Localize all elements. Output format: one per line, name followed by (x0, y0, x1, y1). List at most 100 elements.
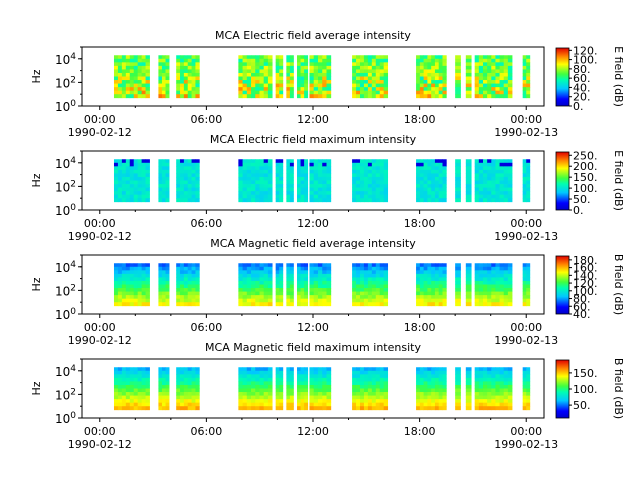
spectrogram-cell (286, 295, 291, 300)
spectrogram-cell (431, 388, 436, 393)
spectrogram-cell (275, 176, 280, 181)
spectrogram-cell (267, 374, 273, 379)
spectrogram-cell (187, 198, 192, 203)
spectrogram-cell (251, 381, 256, 386)
spectrogram-cell (495, 83, 500, 88)
spectrogram-cell (352, 176, 357, 181)
spectrogram-cell (297, 395, 301, 400)
spectrogram-cell (304, 384, 309, 389)
spectrogram-cell (359, 173, 365, 178)
spectrogram-cell (279, 166, 284, 171)
spectrogram-cell (379, 69, 385, 74)
spectrogram-cell (279, 180, 284, 185)
spectrogram-cell (129, 280, 135, 285)
spectrogram-cell (195, 55, 200, 60)
spectrogram-cell (165, 402, 170, 407)
spectrogram-cell (161, 69, 166, 74)
spectrogram-cell (304, 302, 309, 307)
spectrogram-cell (251, 395, 256, 400)
spectrogram-cell (238, 194, 243, 199)
spectrogram-cell (145, 80, 150, 84)
spectrogram-cell (416, 72, 421, 77)
y-tick-base: 10 (55, 204, 70, 218)
spectrogram-cell (487, 406, 492, 411)
spectrogram-cell (297, 399, 301, 404)
spectrogram-cell (275, 402, 280, 407)
spectrogram-cell (191, 266, 196, 271)
spectrogram-cell (121, 298, 127, 303)
spectrogram-cell (322, 381, 327, 386)
spectrogram-cell (526, 302, 531, 307)
spectrogram-cell (478, 169, 484, 174)
spectrogram-cell (482, 273, 488, 278)
spectrogram-cell (352, 392, 357, 396)
spectrogram-cell (251, 263, 256, 268)
spectrogram-cell (275, 69, 280, 74)
spectrogram-cell (317, 69, 323, 74)
spectrogram-cell (304, 370, 309, 375)
spectrogram-cell (309, 69, 315, 74)
spectrogram-cell (442, 55, 447, 60)
spectrogram-cell (371, 173, 377, 178)
spectrogram-cell (416, 377, 421, 382)
spectrogram-cell (487, 273, 492, 278)
spectrogram-cell (137, 90, 143, 95)
spectrogram-cell (251, 55, 256, 60)
spectrogram-cell (279, 94, 284, 99)
spectrogram-cell (267, 266, 273, 271)
spectrogram-cell (195, 191, 200, 196)
spectrogram-cell (363, 295, 369, 300)
spectrogram-cell (121, 76, 127, 81)
spectrogram-cell (304, 65, 309, 70)
spectrogram-cell (491, 58, 496, 63)
spectrogram-cell (176, 184, 181, 188)
spectrogram-cell (125, 65, 131, 70)
spectrogram-cell (187, 399, 192, 404)
spectrogram-cell (161, 302, 166, 307)
spectrogram-cell (379, 295, 385, 300)
spectrogram-cell (259, 159, 265, 164)
spectrogram-cell (367, 266, 373, 271)
spectrogram-cell (326, 80, 332, 84)
spectrogram-cell (507, 80, 513, 84)
spectrogram-cell (309, 162, 315, 167)
spectrogram-cell (286, 288, 291, 292)
spectrogram-cell (499, 76, 505, 81)
spectrogram-cell (137, 374, 143, 379)
spectrogram-cell (187, 65, 192, 70)
spectrogram-cell (137, 83, 143, 88)
spectrogram-cell (371, 180, 377, 185)
spectrogram-cell (304, 367, 309, 372)
spectrogram-cell (309, 298, 315, 303)
spectrogram-cell (379, 270, 385, 275)
spectrogram-cell (503, 295, 509, 300)
spectrogram-cell (313, 406, 319, 411)
spectrogram-cell (113, 166, 119, 171)
panel-4: MCA Magnetic field maximum intensity1001… (30, 341, 625, 451)
spectrogram-cell (363, 187, 369, 192)
spectrogram-cell (125, 176, 131, 181)
spectrogram-cell (383, 402, 389, 407)
spectrogram-cell (495, 288, 500, 292)
spectrogram-cell (482, 266, 488, 271)
spectrogram-cell (289, 169, 294, 174)
spectrogram-cell (383, 69, 389, 74)
spectrogram-cell (359, 191, 365, 196)
x-tick-time: 18:00 (404, 321, 436, 334)
spectrogram-cell (359, 302, 365, 307)
spectrogram-cell (289, 406, 294, 411)
spectrogram-cell (442, 270, 447, 275)
spectrogram-cell (161, 388, 166, 393)
spectrogram-cell (313, 173, 319, 178)
spectrogram-cell (183, 169, 189, 174)
spectrogram-cell (356, 162, 361, 167)
spectrogram-cell (191, 166, 196, 171)
spectrogram-cell (141, 87, 146, 92)
spectrogram-cell (356, 280, 361, 285)
spectrogram-cell (145, 402, 150, 407)
spectrogram-cell (356, 76, 361, 81)
spectrogram-cell (379, 367, 385, 372)
spectrogram-cell (352, 173, 357, 178)
spectrogram-cell (322, 198, 327, 203)
spectrogram-cell (286, 302, 291, 307)
